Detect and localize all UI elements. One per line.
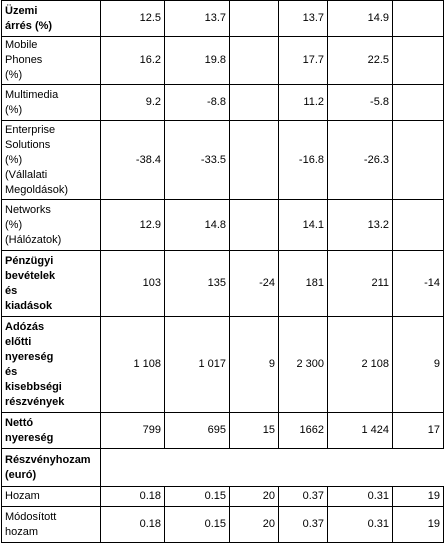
row-label: Részvényhozam (euró) — [5, 453, 91, 481]
value-cell: 19.8 — [164, 36, 230, 85]
value-cell — [229, 36, 279, 85]
value-cell: 1 017 — [164, 316, 230, 413]
value-cell: 2 300 — [278, 316, 328, 413]
row-label-cell: Részvényhozam (euró) — [1, 448, 101, 487]
value-cell: 13.2 — [327, 199, 393, 251]
row-label-cell: Networks (%) (Hálózatok) — [1, 199, 101, 251]
value-cell: 13.7 — [164, 0, 230, 37]
value-cell: 0.31 — [327, 506, 393, 543]
value-cell: 15 — [229, 412, 279, 449]
value-cell: -24 — [229, 250, 279, 317]
value-cell: 181 — [278, 250, 328, 317]
empty-span-cell — [101, 449, 444, 487]
value-cell — [392, 120, 444, 200]
value-cell: 14.1 — [278, 199, 328, 251]
table-row: Üzemi árrés (%) 12.5 13.7 13.7 14.9 — [1, 0, 444, 37]
row-label: Nettó nyereség — [5, 416, 54, 444]
table-row: Networks (%) (Hálózatok) 12.9 14.8 14.1 13.2 — [1, 199, 444, 251]
table-row: Részvényhozam (euró) — [1, 448, 444, 487]
value-cell: 14.8 — [164, 199, 230, 251]
value-cell: -38.4 — [100, 120, 165, 200]
value-cell: 14.9 — [327, 0, 393, 37]
row-label: Adózás előtti nyereség és kisebbségi rés… — [5, 320, 65, 408]
table-row: Hozam 0.18 0.15 20 0.37 0.31 19 — [1, 486, 444, 507]
value-cell — [229, 199, 279, 251]
value-cell: 0.18 — [100, 486, 165, 507]
value-cell: 1 108 — [100, 316, 165, 413]
value-cell: 0.15 — [164, 486, 230, 507]
row-label-cell: Módosított hozam — [1, 506, 101, 543]
value-cell: 0.37 — [278, 486, 328, 507]
value-cell: 19 — [392, 506, 444, 543]
row-label-cell: Mobile Phones (%) — [1, 36, 101, 85]
table-row: Nettó nyereség 799 695 15 1662 1 424 17 — [1, 412, 444, 449]
value-cell: 135 — [164, 250, 230, 317]
row-label-cell: Üzemi árrés (%) — [1, 0, 101, 37]
row-label-cell: Nettó nyereség — [1, 412, 101, 449]
value-cell: 11.2 — [278, 84, 328, 121]
value-cell: 1662 — [278, 412, 328, 449]
value-cell: 9.2 — [100, 84, 165, 121]
row-label: Pénzügyi bevételek és kiadások — [5, 254, 56, 312]
row-label-cell: Multimedia (%) — [1, 84, 101, 121]
value-cell: 2 108 — [327, 316, 393, 413]
value-cell: 0.31 — [327, 486, 393, 507]
value-cell: -26.3 — [327, 120, 393, 200]
value-cell — [392, 0, 444, 37]
value-cell: 20 — [229, 486, 279, 507]
value-cell: 22.5 — [327, 36, 393, 85]
value-cell: -14 — [392, 250, 444, 317]
table-row: Pénzügyi bevételek és kiadások 103 135 -24 1… — [1, 250, 444, 317]
value-cell: 20 — [229, 506, 279, 543]
row-label: Enterprise Solutions (%) (Vállalati Mego… — [5, 123, 68, 196]
value-cell: 1 424 — [327, 412, 393, 449]
table-row: Multimedia (%) 9.2 -8.8 11.2 -5.8 — [1, 84, 444, 121]
value-cell: -8.8 — [164, 84, 230, 121]
row-label: Hozam — [5, 490, 40, 502]
value-cell: 9 — [229, 316, 279, 413]
value-cell: 16.2 — [100, 36, 165, 85]
value-cell — [229, 120, 279, 200]
row-label-cell: Pénzügyi bevételek és kiadások — [1, 250, 101, 317]
row-label: Networks (%) (Hálózatok) — [5, 203, 62, 246]
value-cell: 211 — [327, 250, 393, 317]
row-label: Üzemi árrés (%) — [5, 4, 53, 32]
value-cell: 103 — [100, 250, 165, 317]
table-row: Módosított hozam 0.18 0.15 20 0.37 0.31 19 — [1, 506, 444, 543]
row-label: Multimedia (%) — [5, 88, 59, 116]
value-cell: 12.9 — [100, 199, 165, 251]
value-cell — [392, 84, 444, 121]
row-label-cell: Adózás előtti nyereség és kisebbségi rés… — [1, 316, 101, 413]
row-label: Módosított hozam — [5, 510, 57, 538]
value-cell — [392, 36, 444, 85]
value-cell: 9 — [392, 316, 444, 413]
value-cell: 0.18 — [100, 506, 165, 543]
value-cell: -33.5 — [164, 120, 230, 200]
value-cell: 17.7 — [278, 36, 328, 85]
row-label-cell: Enterprise Solutions (%) (Vállalati Mego… — [1, 120, 101, 200]
value-cell: 13.7 — [278, 0, 328, 37]
value-cell: -5.8 — [327, 84, 393, 121]
row-label-cell: Hozam — [1, 486, 101, 507]
table-row: Enterprise Solutions (%) (Vállalati Mego… — [1, 120, 444, 200]
value-cell: 12.5 — [100, 0, 165, 37]
row-label: Mobile Phones (%) — [5, 39, 43, 81]
value-cell: 0.37 — [278, 506, 328, 543]
value-cell: 0.15 — [164, 506, 230, 543]
value-cell: 799 — [100, 412, 165, 449]
table-row: Adózás előtti nyereség és kisebbségi rés… — [1, 316, 444, 413]
value-cell — [392, 199, 444, 251]
table-row: Mobile Phones (%) 16.2 19.8 17.7 22.5 — [1, 36, 444, 85]
value-cell: 17 — [392, 412, 444, 449]
value-cell: -16.8 — [278, 120, 328, 200]
value-cell: 19 — [392, 486, 444, 507]
value-cell — [229, 84, 279, 121]
value-cell — [229, 0, 279, 37]
value-cell: 695 — [164, 412, 230, 449]
